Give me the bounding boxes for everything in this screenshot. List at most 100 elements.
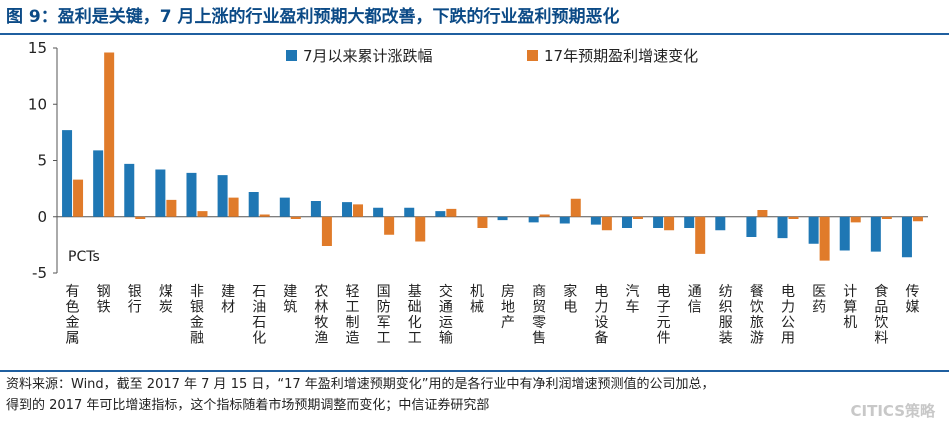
bar-series1 xyxy=(373,207,384,217)
bar-series2 xyxy=(166,199,177,217)
category-label: 有色金属 xyxy=(66,284,80,347)
y-tick-label: 10 xyxy=(28,95,47,113)
bar-series1 xyxy=(715,216,726,231)
axis-layer: -5 0 5 10 15 xyxy=(28,39,928,282)
bar-series2 xyxy=(664,216,675,231)
y-tick-label: 0 xyxy=(37,208,47,226)
bar-series2 xyxy=(601,216,612,231)
bar-series2 xyxy=(197,211,208,217)
unit-label: PCTs xyxy=(68,249,100,265)
category-label: 计算机 xyxy=(843,284,857,331)
category-label: 农林牧渔 xyxy=(314,284,328,347)
bar-series2 xyxy=(570,198,581,217)
bar-series2 xyxy=(73,179,84,217)
category-label: 电力设备 xyxy=(594,284,608,347)
bar-series2 xyxy=(415,216,426,242)
bar-series1 xyxy=(528,216,539,223)
category-label: 基础化工 xyxy=(408,283,422,347)
bar-series1 xyxy=(404,207,415,217)
y-tick-label: 15 xyxy=(28,39,47,57)
category-label: 纺织服装 xyxy=(719,284,733,347)
source-divider xyxy=(0,370,949,372)
category-label: 房地产 xyxy=(501,284,515,331)
bar-series2 xyxy=(819,216,830,261)
bar-series2 xyxy=(384,216,395,235)
category-label: 煤炭 xyxy=(159,284,173,316)
bar-series1 xyxy=(497,216,508,221)
bar-series2 xyxy=(881,216,892,219)
category-label: 传媒 xyxy=(905,284,919,316)
bar-series1 xyxy=(310,201,321,217)
bar-series1 xyxy=(746,216,757,237)
bar-series2 xyxy=(353,204,364,217)
bar-series2 xyxy=(104,52,115,217)
chart-title: 图 9：盈利是关键，7 月上涨的行业盈利预期大都改善，下跌的行业盈利预期恶化 xyxy=(6,7,620,27)
bar-series2 xyxy=(912,216,923,222)
bar-series2 xyxy=(321,216,332,246)
category-label: 汽车 xyxy=(625,284,639,316)
bar-series1 xyxy=(186,172,197,217)
bar-series1 xyxy=(62,130,73,217)
bar-series2 xyxy=(757,210,768,217)
legend: 7月以来累计涨跌幅 17年预期盈利增速变化 xyxy=(286,47,698,65)
bar-series2 xyxy=(788,216,799,219)
bar-series2 xyxy=(135,216,146,219)
category-label: 轻工制造 xyxy=(346,284,360,347)
category-label: 餐饮旅游 xyxy=(750,284,764,347)
bar-series2 xyxy=(695,216,706,254)
bar-series1 xyxy=(217,175,228,217)
legend-swatch-series2 xyxy=(527,50,538,61)
title-divider xyxy=(0,33,949,35)
bar-series2 xyxy=(850,216,861,223)
category-label: 建筑 xyxy=(283,284,297,316)
legend-label-series2: 17年预期盈利增速变化 xyxy=(544,47,698,65)
category-label: 钢铁 xyxy=(97,284,111,316)
category-label: 通信 xyxy=(688,284,702,316)
bar-series1 xyxy=(155,169,166,217)
bar-series2 xyxy=(228,197,239,217)
category-label: 交通运输 xyxy=(439,283,453,347)
bars-layer xyxy=(62,52,923,261)
category-label: 商贸零售 xyxy=(532,284,546,347)
bar-series1 xyxy=(279,197,290,217)
legend-label-series1: 7月以来累计涨跌幅 xyxy=(303,47,433,65)
category-label: 石油石化 xyxy=(252,284,266,347)
category-label: 家电 xyxy=(563,283,577,316)
bar-series1 xyxy=(559,216,570,224)
category-label: 非银金融 xyxy=(190,284,204,347)
source-note: 资料来源：Wind，截至 2017 年 7 月 15 日，“17 年盈利增速预期… xyxy=(6,374,941,416)
bar-series2 xyxy=(259,214,270,217)
y-tick-label: -5 xyxy=(32,264,47,282)
bar-series1 xyxy=(653,216,664,228)
category-label: 银行 xyxy=(128,284,142,316)
y-tick-label: 5 xyxy=(37,152,47,170)
bar-series2 xyxy=(290,216,301,219)
bar-series1 xyxy=(93,150,104,217)
category-label: 电力公用 xyxy=(781,284,795,347)
bar-series1 xyxy=(590,216,601,225)
category-label: 医药 xyxy=(812,284,826,316)
bar-series2 xyxy=(632,216,643,219)
watermark: CITICS策略 xyxy=(850,402,936,420)
category-label: 电子元件 xyxy=(657,284,671,347)
bar-series1 xyxy=(684,216,695,228)
bar-series1 xyxy=(808,216,819,244)
category-label: 建材 xyxy=(221,284,235,316)
bar-series2 xyxy=(539,214,550,217)
source-line-1: 资料来源：Wind，截至 2017 年 7 月 15 日，“17 年盈利增速预期… xyxy=(6,377,715,392)
bar-series1 xyxy=(777,216,788,239)
category-label: 国防军工 xyxy=(377,284,391,347)
bar-series1 xyxy=(839,216,850,251)
category-label: 机械 xyxy=(470,284,484,316)
category-label: 食品饮料 xyxy=(874,283,888,347)
bar-series1 xyxy=(124,163,135,217)
bar-series2 xyxy=(477,216,488,228)
source-line-2: 得到的 2017 年可比增速指标，这个指标随着市场预期调整而变化；中信证券研究部 xyxy=(6,398,490,413)
bar-series1 xyxy=(248,192,259,217)
bar-series1 xyxy=(901,216,912,258)
bar-series1 xyxy=(621,216,632,228)
bar-series2 xyxy=(446,208,457,217)
bar-series1 xyxy=(870,216,881,252)
